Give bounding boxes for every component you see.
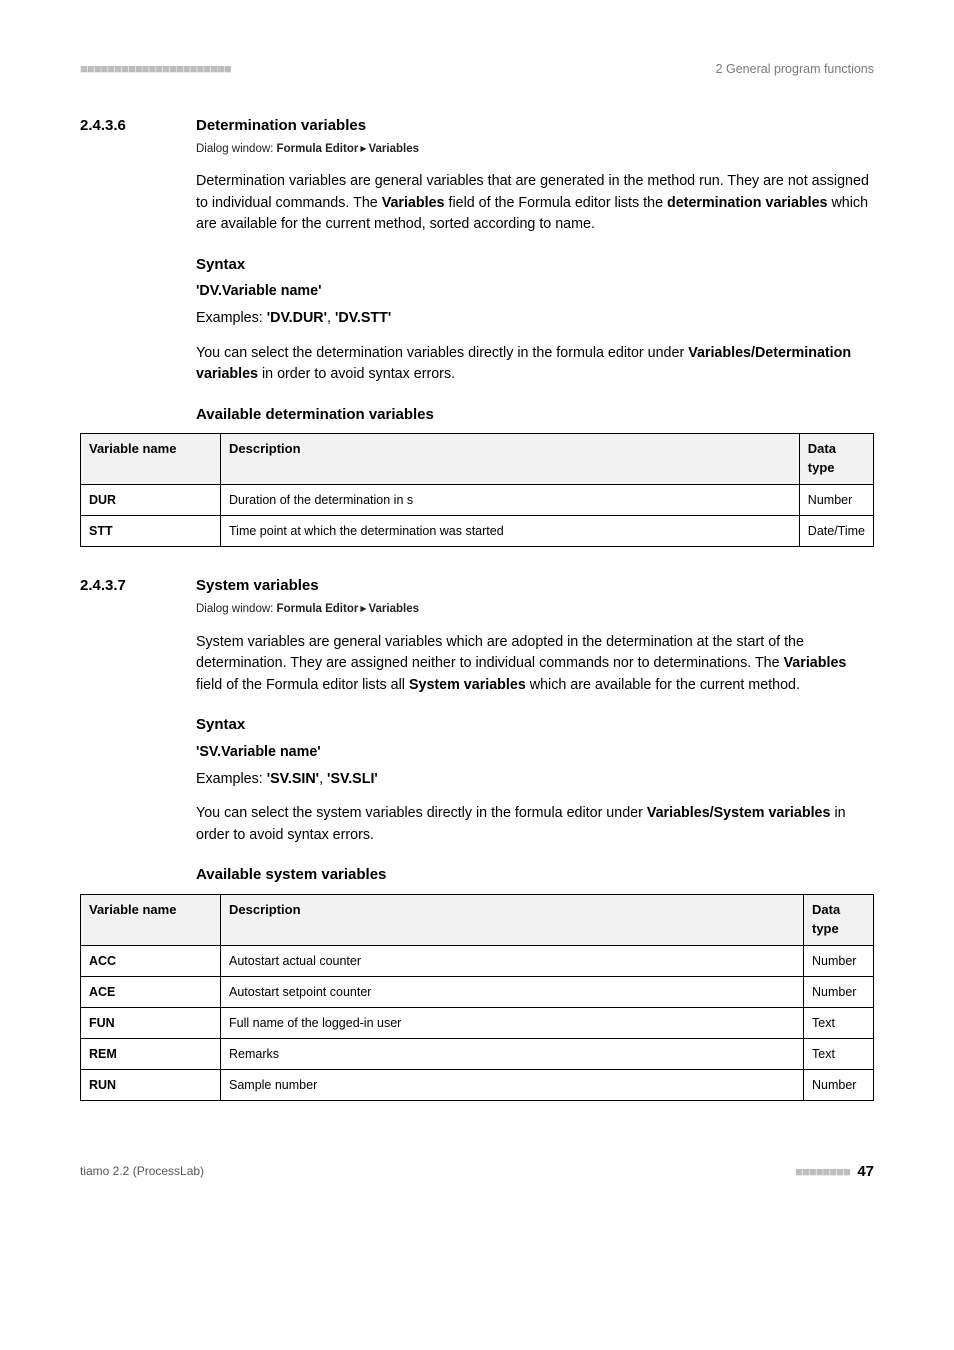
col-header-type: Data type [804, 894, 874, 945]
col-header-desc: Description [221, 434, 800, 485]
text: field of the Formula editor lists the [445, 195, 668, 211]
determination-variables-table: Variable name Description Data type DUR … [80, 433, 874, 547]
examples-label: Examples: [196, 771, 267, 787]
dialog-bold-2: Variables [368, 603, 419, 615]
header-chapter: 2 General program functions [716, 60, 874, 78]
section-heading-system-variables: 2.4.3.7 System variables [80, 575, 874, 597]
cell-desc: Sample number [221, 1070, 804, 1101]
table-row: STT Time point at which the determinatio… [81, 516, 874, 547]
syntax-text: 'DV.Variable name' [196, 281, 874, 302]
examples-label: Examples: [196, 310, 267, 326]
cell-type: Number [804, 976, 874, 1007]
cell-name: ACC [81, 945, 221, 976]
hint-paragraph: You can select the system variables dire… [196, 803, 874, 846]
table-title-system: Available system variables [196, 864, 874, 886]
dialog-bold-2: Variables [368, 143, 419, 155]
cell-type: Number [804, 945, 874, 976]
syntax-heading: Syntax [196, 254, 874, 276]
triangle-icon: ▶ [360, 143, 366, 155]
table-row: FUN Full name of the logged-in user Text [81, 1007, 874, 1038]
page-footer: tiamo 2.2 (ProcessLab) ■■■■■■■■ 47 [80, 1161, 874, 1183]
page-header: ■■■■■■■■■■■■■■■■■■■■■■ 2 General program… [80, 60, 874, 79]
example-code: 'DV.DUR' [267, 310, 327, 326]
cell-type: Number [804, 1070, 874, 1101]
example-code: 'SV.SIN' [267, 771, 319, 787]
cell-name: DUR [81, 485, 221, 516]
text-bold: System variables [409, 677, 526, 693]
text-bold: determination variables [667, 195, 828, 211]
section-title: Determination variables [196, 115, 366, 137]
examples-line: Examples: 'SV.SIN', 'SV.SLI' [196, 769, 874, 790]
cell-type: Date/Time [799, 516, 873, 547]
footer-right: ■■■■■■■■ 47 [795, 1161, 874, 1183]
triangle-icon: ▶ [360, 603, 366, 615]
dialog-bold-1: Formula Editor [277, 603, 359, 615]
section-number: 2.4.3.6 [80, 115, 162, 137]
footer-product: tiamo 2.2 (ProcessLab) [80, 1163, 204, 1180]
cell-desc: Time point at which the determination wa… [221, 516, 800, 547]
header-dashes: ■■■■■■■■■■■■■■■■■■■■■■ [80, 60, 231, 79]
example-code: 'SV.SLI' [327, 771, 378, 787]
table-title-determination: Available determination variables [196, 404, 874, 426]
cell-name: STT [81, 516, 221, 547]
text-bold: Variables [382, 195, 445, 211]
dialog-window-line: Dialog window: Formula Editor▶Variables [196, 141, 874, 158]
section-number: 2.4.3.7 [80, 575, 162, 597]
cell-desc: Full name of the logged-in user [221, 1007, 804, 1038]
text-bold: Variables [784, 655, 847, 671]
system-variables-table: Variable name Description Data type ACC … [80, 894, 874, 1101]
cell-desc: Autostart setpoint counter [221, 976, 804, 1007]
cell-desc: Remarks [221, 1038, 804, 1069]
cell-type: Number [799, 485, 873, 516]
table-row: DUR Duration of the determination in s N… [81, 485, 874, 516]
text: which are available for the current meth… [526, 677, 800, 693]
hint-paragraph: You can select the determination variabl… [196, 343, 874, 386]
text: field of the Formula editor lists all [196, 677, 409, 693]
col-header-type: Data type [799, 434, 873, 485]
dialog-prefix: Dialog window: [196, 143, 277, 155]
intro-paragraph: Determination variables are general vari… [196, 171, 874, 235]
table-row: ACC Autostart actual counter Number [81, 945, 874, 976]
cell-name: RUN [81, 1070, 221, 1101]
col-header-name: Variable name [81, 434, 221, 485]
footer-dashes: ■■■■■■■■ [795, 1164, 850, 1179]
section-heading-determination-variables: 2.4.3.6 Determination variables [80, 115, 874, 137]
col-header-name: Variable name [81, 894, 221, 945]
syntax-heading: Syntax [196, 714, 874, 736]
page-number: 47 [857, 1163, 874, 1180]
table-row: ACE Autostart setpoint counter Number [81, 976, 874, 1007]
examples-line: Examples: 'DV.DUR', 'DV.STT' [196, 308, 874, 329]
cell-name: REM [81, 1038, 221, 1069]
section-title: System variables [196, 575, 319, 597]
dialog-bold-1: Formula Editor [277, 143, 359, 155]
syntax-text: 'SV.Variable name' [196, 742, 874, 763]
table-header-row: Variable name Description Data type [81, 894, 874, 945]
intro-paragraph: System variables are general variables w… [196, 632, 874, 696]
dialog-window-line: Dialog window: Formula Editor▶Variables [196, 601, 874, 618]
cell-type: Text [804, 1038, 874, 1069]
table-header-row: Variable name Description Data type [81, 434, 874, 485]
text: in order to avoid syntax errors. [258, 366, 455, 382]
cell-name: FUN [81, 1007, 221, 1038]
dialog-prefix: Dialog window: [196, 603, 277, 615]
cell-desc: Duration of the determination in s [221, 485, 800, 516]
example-code: 'DV.STT' [335, 310, 391, 326]
table-row: REM Remarks Text [81, 1038, 874, 1069]
text: System variables are general variables w… [196, 634, 804, 671]
text: You can select the system variables dire… [196, 805, 647, 821]
cell-type: Text [804, 1007, 874, 1038]
text: You can select the determination variabl… [196, 345, 688, 361]
table-row: RUN Sample number Number [81, 1070, 874, 1101]
cell-name: ACE [81, 976, 221, 1007]
text-bold: Variables/System variables [647, 805, 831, 821]
cell-desc: Autostart actual counter [221, 945, 804, 976]
col-header-desc: Description [221, 894, 804, 945]
